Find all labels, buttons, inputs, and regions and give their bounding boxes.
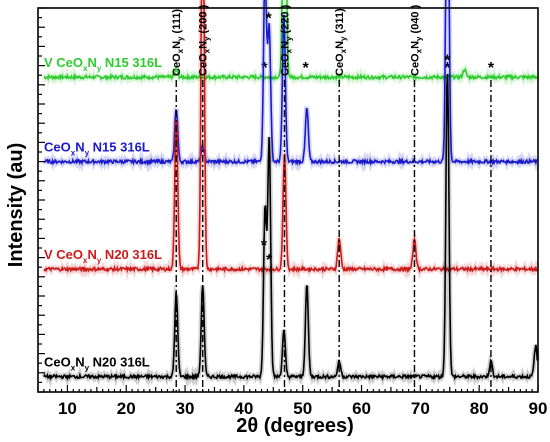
peak-marker-1-1: * <box>265 11 272 28</box>
series-line-1 <box>43 0 538 167</box>
reference-label-3: CeOxNy (311) <box>334 8 348 76</box>
peak-marker-2-0: * <box>266 252 273 269</box>
peak-marker-0-3: * <box>488 60 495 77</box>
x-tick-label-3: 40 <box>234 399 253 418</box>
peak-marker-0-1: * <box>303 60 310 77</box>
reference-label-2: CeOxNy (220 ) <box>279 4 293 76</box>
series-line-0 <box>43 0 538 82</box>
y-axis-title: Intensity (au) <box>5 143 27 267</box>
series-line-2 <box>43 0 538 274</box>
series-line-3 <box>43 74 539 382</box>
x-tick-label-2: 30 <box>176 399 195 418</box>
series-label-3: CeOxNy N20 316L <box>44 355 150 373</box>
peak-marker-3-1: * <box>444 52 451 69</box>
series-label-0: V CeOxNy N15 316L <box>44 55 162 73</box>
reference-label-1: CeOxNy (200 ) <box>198 4 212 76</box>
x-tick-label-8: 90 <box>529 399 548 418</box>
x-tick-label-7: 80 <box>470 399 489 418</box>
x-tick-label-1: 20 <box>117 399 136 418</box>
peak-marker-0-0: * <box>261 60 268 77</box>
x-axis-title: 2θ (degrees) <box>236 415 354 437</box>
series-halo-3 <box>41 73 540 389</box>
plot-area: V CeOxNy N15 316L****CeOxNy N15 316L**V … <box>37 0 548 418</box>
reference-label-4: CeOxNy (040 ) <box>409 4 423 76</box>
reference-label-0: CeOxNy (111) <box>171 9 185 76</box>
series-label-2: V CeOxNy N20 316L <box>44 247 162 265</box>
x-tick-label-5: 60 <box>352 399 371 418</box>
series-label-1: CeOxNy N15 316L <box>44 140 150 158</box>
peak-marker-0-2: * <box>444 60 451 77</box>
x-tick-label-0: 10 <box>58 399 77 418</box>
x-tick-label-4: 50 <box>293 399 312 418</box>
peak-marker-3-0: * <box>261 237 268 254</box>
peak-marker-1-0: * <box>261 0 268 8</box>
x-tick-label-6: 70 <box>411 399 430 418</box>
